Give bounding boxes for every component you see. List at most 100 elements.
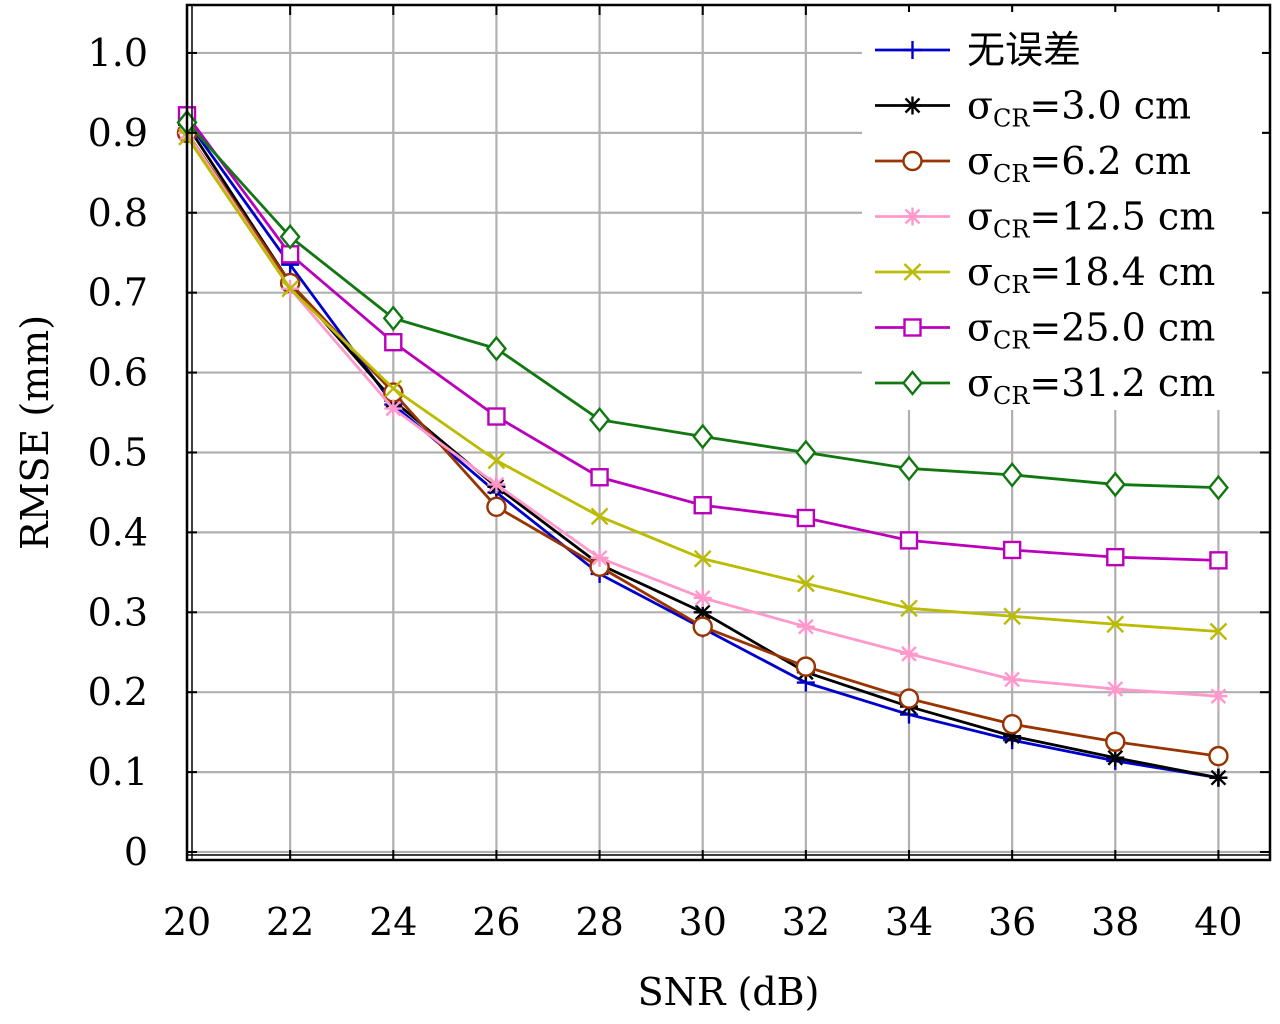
- data-point: [589, 406, 611, 433]
- data-point: [898, 688, 920, 709]
- data-point: [1001, 713, 1023, 735]
- data-point: [693, 588, 712, 607]
- data-point: [1209, 768, 1228, 787]
- legend-label: σCR=3.0 cm: [967, 84, 1191, 133]
- data-point: [1003, 607, 1021, 626]
- data-point: [797, 574, 815, 593]
- data-point: [1105, 731, 1126, 752]
- data-point: [384, 333, 403, 352]
- y-tick-label: 0.8: [88, 191, 148, 235]
- data-point: [486, 496, 507, 518]
- y-tick-label: 0.5: [88, 430, 148, 474]
- y-tick-label: 0: [124, 830, 148, 874]
- data-point: [485, 335, 507, 362]
- data-point: [487, 475, 506, 494]
- y-tick-label: 0.9: [88, 111, 148, 155]
- data-point: [795, 656, 817, 677]
- x-tick-label: 38: [1091, 900, 1139, 944]
- y-tick-label: 0.3: [88, 590, 148, 634]
- legend-marker: [903, 41, 922, 59]
- data-point: [899, 531, 919, 550]
- legend-entry: σCR=12.5 cm: [875, 195, 1215, 244]
- data-point: [1208, 745, 1229, 767]
- data-point: [1001, 461, 1023, 488]
- series-5: [177, 106, 1228, 570]
- plot-series: [176, 106, 1229, 787]
- legend-box: [862, 12, 1262, 410]
- x-tick-label: 28: [575, 900, 623, 944]
- y-tick-label: 0.6: [88, 351, 148, 395]
- legend-marker: [903, 318, 922, 337]
- legend-entry: σCR=3.0 cm: [875, 84, 1191, 133]
- x-tick-label: 22: [266, 900, 314, 944]
- data-point: [1104, 471, 1126, 498]
- data-point: [1209, 687, 1228, 706]
- x-tick-label: 24: [369, 900, 417, 944]
- data-point: [1106, 547, 1125, 567]
- legend-marker: [901, 370, 924, 396]
- data-point: [693, 549, 712, 568]
- legend-entry: σCR=31.2 cm: [875, 361, 1215, 410]
- data-point: [1106, 680, 1125, 698]
- data-point: [693, 603, 712, 622]
- x-tick-labels: 20 22 24 26 28 30 32 34 36 38 40: [163, 900, 1243, 944]
- y-tick-label: 1.0: [88, 31, 148, 75]
- x-axis-title: SNR (dB): [638, 970, 820, 1014]
- x-tick-label: 30: [679, 900, 727, 944]
- y-tick-label: 0.7: [88, 271, 148, 315]
- legend-marker: [903, 207, 922, 226]
- data-point: [382, 305, 404, 332]
- x-tick-label: 20: [163, 900, 211, 944]
- series-6: [176, 109, 1229, 501]
- plot-frame: [185, 3, 1272, 862]
- legend-label: σCR=25.0 cm: [967, 306, 1215, 355]
- y-tick-labels: 0 0.1 0.2 0.3 0.4 0.5 0.6 0.7 0.8 0.9 1.0: [88, 31, 148, 874]
- legend-entry: σCR=18.4 cm: [875, 250, 1215, 299]
- legend-label: σCR=6.2 cm: [967, 139, 1191, 188]
- data-point: [384, 379, 403, 398]
- legend-label: σCR=31.2 cm: [967, 361, 1215, 410]
- data-point: [1207, 474, 1229, 501]
- legend-marker: [903, 263, 922, 281]
- data-point: [692, 423, 714, 450]
- plot-border: [185, 3, 1272, 862]
- legend-marker: [902, 150, 923, 172]
- data-point: [1209, 622, 1228, 641]
- data-point: [384, 399, 403, 418]
- legend-label: σCR=12.5 cm: [967, 195, 1215, 244]
- y-tick-label: 0.2: [88, 670, 148, 714]
- data-point: [900, 644, 918, 663]
- x-tick-label: 34: [885, 900, 933, 944]
- data-point: [796, 617, 815, 636]
- x-tick-label: 32: [782, 900, 830, 944]
- data-point: [900, 599, 918, 618]
- y-tick-label: 0.4: [88, 510, 148, 554]
- data-point: [590, 507, 609, 526]
- data-point: [281, 279, 299, 298]
- legend-entry: σCR=25.0 cm: [875, 306, 1215, 355]
- legend: 无误差 σCR=3.0 cm σCR=6.2 cm σCR=12.5 cm σCR=18…: [862, 12, 1262, 410]
- data-point: [796, 508, 816, 528]
- data-point: [898, 455, 920, 482]
- legend-marker: [903, 96, 922, 115]
- legend-label: σCR=18.4 cm: [967, 250, 1215, 299]
- data-point: [1106, 615, 1125, 634]
- legend-entry: σCR=6.2 cm: [875, 139, 1191, 188]
- data-point: [1002, 540, 1022, 560]
- y-tick-label: 0.1: [88, 750, 148, 794]
- legend-entry: 无误差: [875, 28, 1081, 72]
- data-point: [487, 451, 506, 470]
- data-point: [795, 439, 817, 466]
- data-point: [590, 468, 609, 487]
- data-point: [693, 496, 712, 515]
- x-tick-label: 36: [988, 900, 1036, 944]
- data-point: [279, 223, 301, 250]
- data-point: [1209, 551, 1228, 570]
- y-axis-title: RMSE (mm): [13, 315, 57, 550]
- x-tick-label: 40: [1194, 900, 1242, 944]
- x-tick-label: 26: [472, 900, 520, 944]
- legend-label: 无误差: [967, 28, 1081, 72]
- data-point: [1003, 670, 1022, 689]
- data-point: [590, 548, 609, 567]
